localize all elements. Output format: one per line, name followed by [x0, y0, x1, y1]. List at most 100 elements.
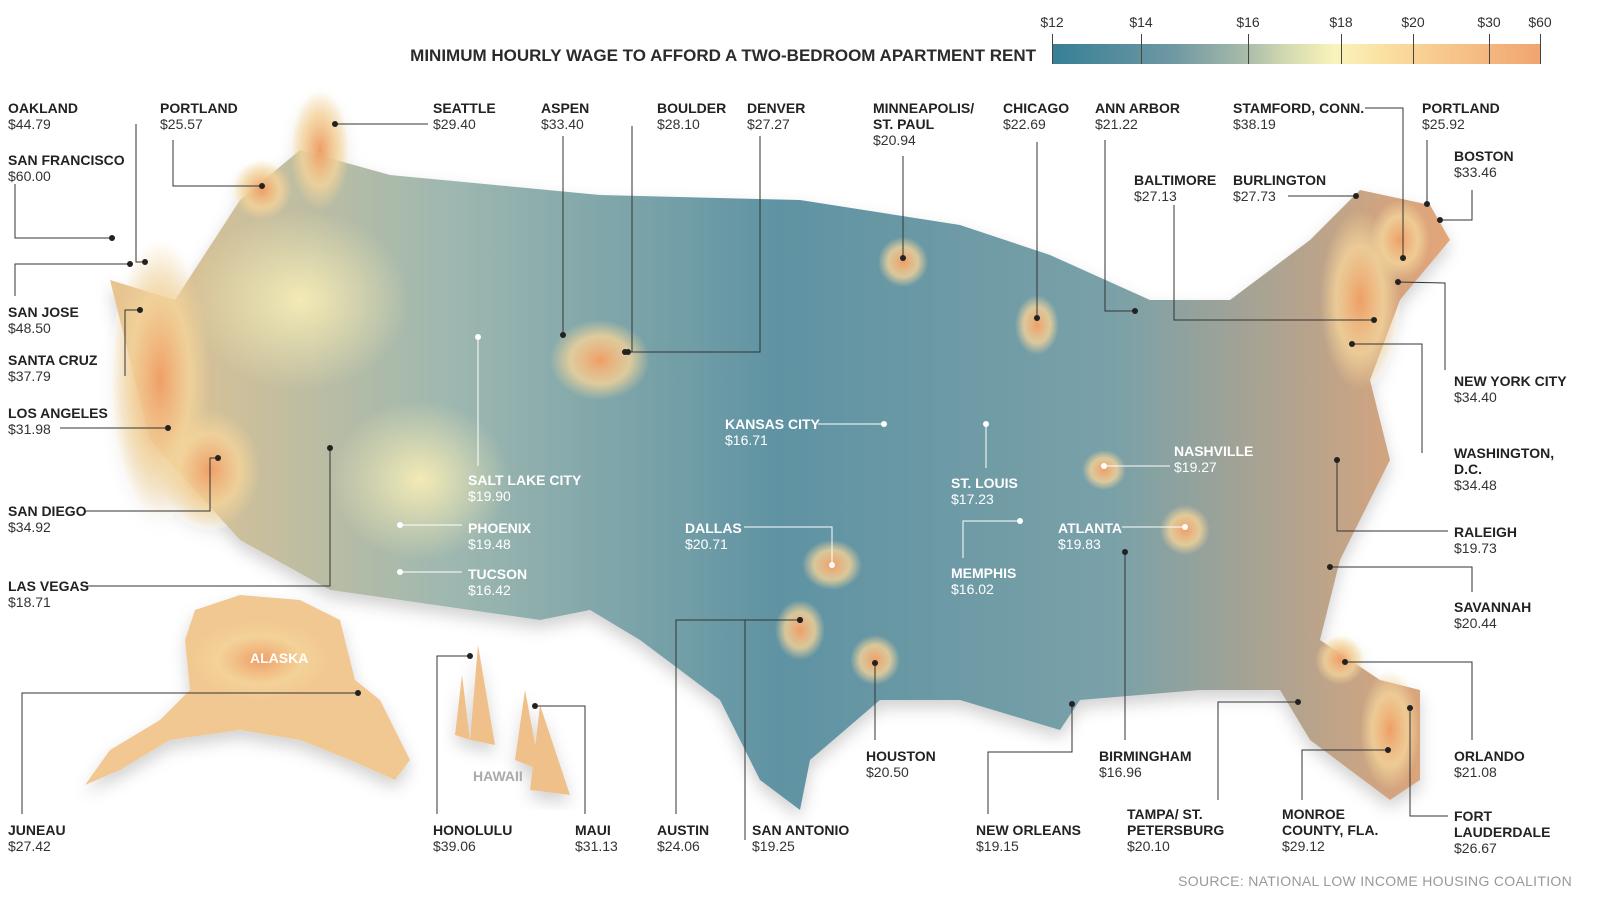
city-wage: $21.22 [1095, 116, 1138, 132]
legend-tick-label: $20 [1401, 14, 1425, 30]
legend-tick-label: $16 [1236, 14, 1260, 30]
city-name: Ann Arbor [1095, 100, 1181, 116]
city-wage: $27.73 [1233, 188, 1276, 204]
city-label: Honolulu $39.06 [433, 822, 512, 854]
city-label: Santa Cruz $37.79 [8, 352, 97, 384]
city-dot [259, 183, 265, 189]
city-wage: $22.69 [1003, 116, 1046, 132]
city-dot [1182, 524, 1188, 530]
leader-line [1104, 140, 1135, 312]
city-name: Boston [1454, 148, 1514, 164]
city-wage: $44.79 [8, 116, 51, 132]
city-label: San Antonio $19.25 [752, 822, 849, 854]
legend-tick-mark [1141, 34, 1142, 64]
city-name: Las Vegas [8, 578, 89, 594]
legend-tick-label: $14 [1129, 14, 1153, 30]
city-label: New Orleans $19.15 [976, 822, 1081, 854]
city-name: Austin [657, 822, 710, 838]
city-dot [1295, 699, 1301, 705]
city-dot [1069, 701, 1075, 707]
city-name: Oakland [8, 100, 78, 116]
city-dot [475, 334, 481, 340]
city-name: Minneapolis/ St. Paul [873, 100, 975, 132]
city-label: Las Vegas $18.71 [8, 578, 89, 610]
city-label: Birmingham $16.96 [1099, 748, 1192, 780]
city-wage: $27.27 [747, 116, 790, 132]
city-label: San Jose $48.50 [8, 304, 79, 336]
city-wage: $39.06 [433, 838, 476, 854]
city-name: Atlanta [1058, 520, 1123, 536]
city-name: Houston [866, 748, 936, 764]
city-name: Memphis [951, 565, 1017, 581]
city-name: Los Angeles [8, 405, 108, 421]
city-dot [829, 562, 835, 568]
city-name: Phoenix [468, 520, 532, 536]
city-name: Tucson [468, 566, 528, 582]
legend-tick-label: $30 [1477, 14, 1501, 30]
city-label: Los Angeles $31.98 [8, 405, 108, 437]
city-name: Denver [747, 100, 806, 116]
city-wage: $20.44 [1454, 615, 1497, 631]
city-wage: $37.79 [8, 368, 51, 384]
leader-line [135, 124, 145, 263]
city-label: Nashville $19.27 [1174, 443, 1253, 475]
city-label: Ann Arbor $21.22 [1095, 100, 1180, 132]
city-name: Washington, D.C. [1454, 445, 1555, 477]
leader-line [1345, 661, 1473, 740]
city-label: Maui $31.13 [575, 822, 618, 854]
city-wage: $48.50 [8, 320, 51, 336]
city-label: Tucson $16.42 [468, 566, 527, 598]
city-wage: $19.25 [752, 838, 795, 854]
city-wage: $16.71 [725, 432, 768, 448]
city-wage: $19.48 [468, 536, 511, 552]
city-dot [560, 332, 566, 338]
map-title: MINIMUM HOURLY WAGE TO AFFORD A TWO-BEDR… [410, 46, 1036, 65]
city-dot [983, 421, 989, 427]
leader-lines [14, 107, 1473, 840]
city-name: Boulder [657, 100, 727, 116]
city-label: Boston $33.46 [1454, 148, 1514, 180]
city-label: Aspen $33.40 [541, 100, 589, 132]
city-name: Portland [160, 100, 238, 116]
city-name: Tampa/ St. Petersburg [1127, 806, 1225, 838]
city-dot [900, 255, 906, 261]
city-dot [355, 690, 361, 696]
city-name: Seattle [433, 100, 496, 116]
leader-line [1440, 190, 1473, 221]
city-dot [797, 617, 803, 623]
city-wage: $21.08 [1454, 764, 1497, 780]
city-dot [1034, 315, 1040, 321]
city-name: New Orleans [976, 822, 1081, 838]
leader-line [436, 655, 470, 814]
city-name: Nashville [1174, 443, 1254, 459]
city-wage: $16.42 [468, 582, 511, 598]
leader-line [124, 309, 140, 376]
city-dot [881, 421, 887, 427]
city-label: San Francisco $60.00 [8, 152, 125, 184]
city-dot [532, 703, 538, 709]
city-label: Stamford, Conn. $38.19 [1233, 100, 1364, 132]
city-dot [165, 425, 171, 431]
city-dot [109, 235, 115, 241]
city-name: Baltimore [1134, 172, 1217, 188]
city-label: Atlanta $19.83 [1058, 520, 1122, 552]
leader-line [85, 457, 218, 512]
city-wage: $16.96 [1099, 764, 1142, 780]
city-label: Dallas $20.71 [685, 520, 742, 552]
city-dot [1132, 308, 1138, 314]
city-label: Baltimore $27.13 [1134, 172, 1216, 204]
city-wage: $29.40 [433, 116, 476, 132]
city-name: Salt Lake City [468, 472, 582, 488]
city-name: San Francisco [8, 152, 125, 168]
city-dot [1437, 217, 1443, 223]
leader-line [85, 448, 331, 587]
city-dot [622, 349, 628, 355]
city-dot [327, 445, 333, 451]
leader-line [1330, 566, 1473, 592]
city-wage: $19.90 [468, 488, 511, 504]
city-label: Seattle $29.40 [433, 100, 496, 132]
city-dot [137, 307, 143, 313]
city-wage: $19.15 [976, 838, 1019, 854]
leader-line [14, 263, 130, 296]
